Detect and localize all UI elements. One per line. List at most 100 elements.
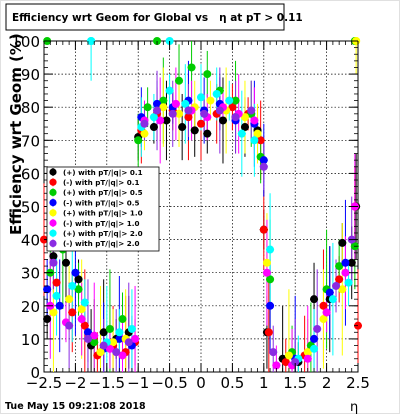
data-point (310, 295, 319, 304)
x-axis-label: η (350, 400, 358, 414)
data-point (115, 328, 124, 337)
data-point (266, 301, 275, 310)
x-tick-label: −2 (64, 374, 86, 392)
data-point (212, 89, 221, 98)
x-tick-label: 0.5 (220, 374, 244, 392)
data-point (55, 301, 64, 310)
data-point (162, 116, 171, 125)
data-point (303, 348, 312, 357)
y-tick-label: 0 (30, 364, 40, 382)
data-point (225, 96, 234, 105)
data-point (237, 129, 246, 138)
data-point (272, 361, 281, 370)
data-point (80, 321, 89, 330)
data-point (338, 285, 347, 294)
y-tick-label: 100 (11, 33, 40, 51)
x-tick-label: 2 (322, 374, 332, 392)
data-point (65, 321, 74, 330)
data-point (175, 109, 184, 118)
data-point (52, 278, 61, 287)
x-tick-label: −1 (127, 374, 149, 392)
data-point (231, 113, 240, 122)
data-point (80, 298, 89, 307)
data-point (184, 113, 193, 122)
data-point (250, 136, 259, 145)
data-point (256, 136, 265, 145)
y-tick-label: 60 (21, 165, 40, 183)
data-point (247, 106, 256, 115)
data-point (43, 285, 52, 294)
data-point (266, 275, 275, 284)
data-point (112, 348, 121, 357)
legend-swatch (49, 219, 57, 227)
legend-swatch (49, 199, 57, 207)
data-point (52, 291, 61, 300)
data-point (131, 334, 140, 343)
data-point (99, 328, 108, 337)
data-point (197, 119, 205, 128)
data-point (319, 301, 328, 310)
data-point (49, 258, 58, 267)
data-point (291, 358, 300, 367)
x-tick-label: 0 (196, 374, 206, 392)
y-tick-label: 30 (21, 265, 40, 283)
data-point (240, 113, 249, 122)
data-point (149, 113, 158, 122)
legend-label: (-) with pT/|q|> 1.0 (63, 219, 140, 229)
data-point (259, 156, 268, 165)
data-point (231, 96, 240, 105)
data-point (83, 328, 92, 337)
data-point (109, 338, 118, 347)
data-point (218, 116, 227, 125)
x-tick-label: −0.5 (151, 374, 187, 392)
data-point (74, 285, 83, 294)
data-point (328, 295, 337, 304)
x-tick-label: 1.5 (283, 374, 307, 392)
data-point (74, 275, 83, 284)
legend-label: (+) with pT/|q|> 1.0 (63, 209, 143, 219)
data-point (124, 338, 133, 347)
data-point (203, 129, 212, 138)
legend-swatch (49, 168, 57, 176)
y-tick-label: 70 (21, 132, 40, 150)
data-point (118, 351, 127, 360)
data-point (264, 328, 273, 337)
data-point (259, 225, 268, 234)
data-point (284, 351, 293, 360)
data-point (215, 106, 224, 115)
data-point (99, 341, 108, 350)
data-point (203, 70, 212, 79)
data-point (77, 315, 86, 324)
y-tick-label: 50 (21, 199, 40, 217)
data-point (153, 106, 162, 115)
data-point (90, 331, 99, 340)
data-point (344, 278, 353, 287)
data-point (181, 99, 190, 108)
data-point (313, 324, 322, 333)
y-tick-label: 80 (21, 99, 40, 117)
data-point (65, 295, 74, 304)
data-point (96, 348, 105, 357)
data-point (335, 262, 344, 271)
data-point (259, 162, 268, 171)
data-point (335, 275, 344, 284)
legend-label: (-) with pT/|q|> 0.5 (63, 198, 140, 208)
x-tick-label: −2.5 (26, 374, 62, 392)
data-point (200, 109, 209, 118)
data-point (341, 258, 350, 267)
title-box: Efficiency wrt Geom for Global vs η at p… (5, 3, 303, 31)
data-point (149, 123, 158, 132)
data-point (68, 281, 77, 290)
legend-label: (+) with pT/|q|> 0.5 (63, 188, 143, 198)
data-point (250, 116, 259, 125)
data-point (168, 109, 177, 118)
data-point (319, 315, 328, 324)
data-point (228, 103, 237, 112)
data-point (322, 308, 331, 317)
data-point (281, 358, 290, 367)
chart-title: Efficiency wrt Geom for Global vs η at p… (12, 12, 303, 24)
legend-swatch (49, 178, 57, 186)
legend-label: (-) with pT/|q|> 0.1 (63, 178, 140, 188)
data-point (71, 268, 80, 277)
